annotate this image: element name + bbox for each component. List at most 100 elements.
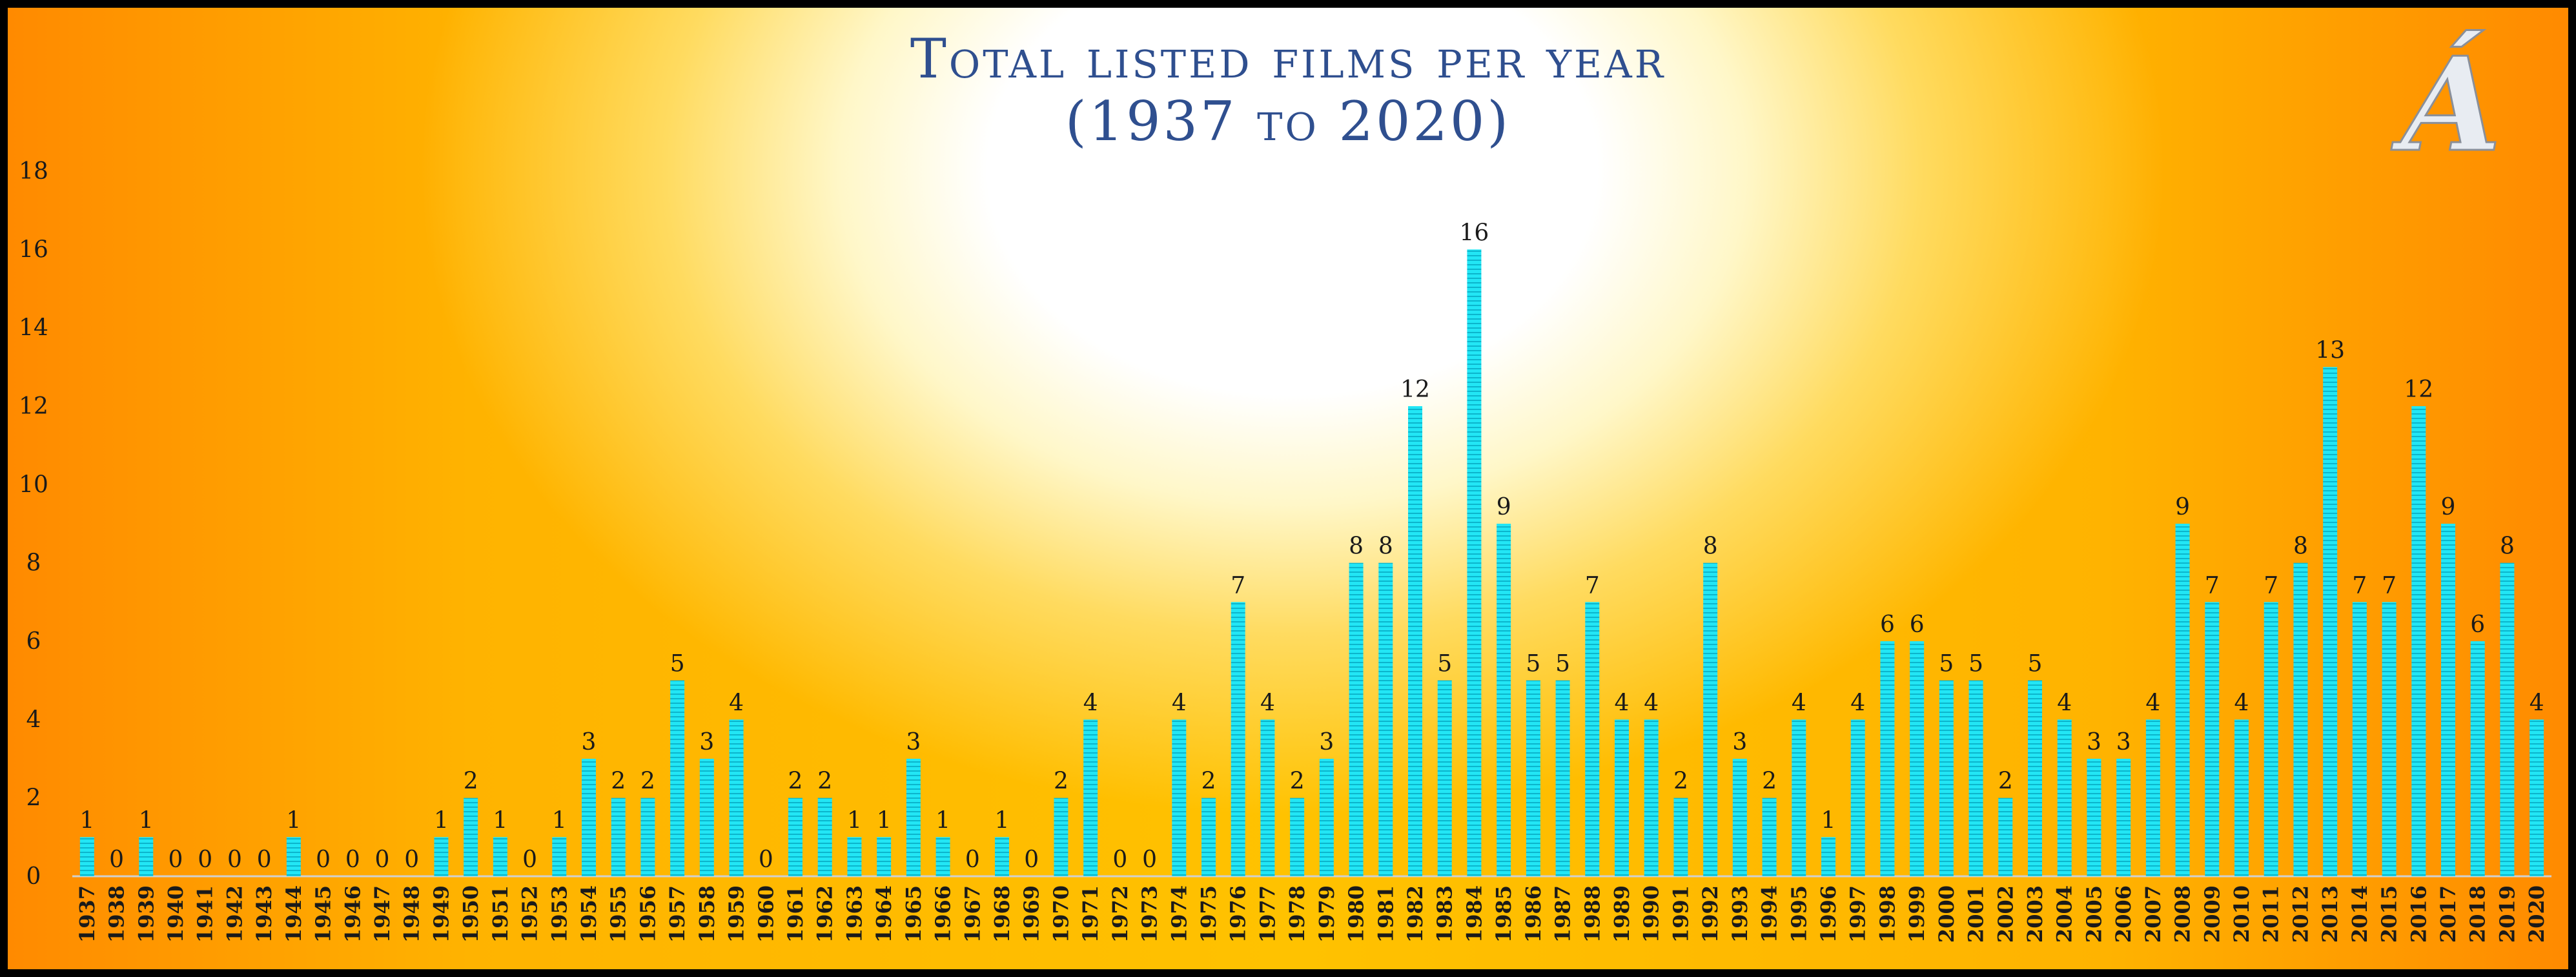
bar — [1526, 680, 1540, 876]
bar — [2323, 367, 2338, 876]
data-label: 4 — [2530, 690, 2544, 716]
data-label: 4 — [729, 690, 744, 716]
bar — [817, 797, 832, 876]
data-label: 1 — [434, 807, 449, 834]
x-tick-label: 1960 — [753, 885, 778, 943]
x-tick-label: 1976 — [1226, 885, 1251, 943]
x-tick-label: 1958 — [695, 885, 719, 943]
data-label: 0 — [227, 847, 242, 873]
data-label: 3 — [906, 729, 921, 756]
x-tick-label: 1951 — [488, 885, 513, 943]
bar — [493, 837, 507, 876]
x-tick-label: 1966 — [931, 885, 956, 943]
bar — [699, 759, 714, 876]
bar — [1762, 797, 1777, 876]
bar — [1555, 680, 1570, 876]
data-label: 5 — [1968, 651, 1983, 677]
bar — [1201, 797, 1216, 876]
x-tick-label: 2016 — [2406, 885, 2431, 943]
x-tick-label: 1973 — [1138, 885, 1162, 943]
bar — [847, 837, 862, 876]
data-label: 6 — [2470, 612, 2485, 638]
x-tick-label: 1994 — [1757, 885, 1782, 943]
bar — [906, 759, 921, 876]
x-tick-label: 1964 — [872, 885, 896, 943]
data-label: 4 — [1615, 690, 1630, 716]
data-label: 0 — [375, 847, 390, 873]
data-label: 1 — [935, 807, 950, 834]
data-label: 13 — [2315, 337, 2345, 364]
bar — [464, 797, 478, 876]
bar — [995, 837, 1009, 876]
bar — [1083, 719, 1098, 876]
data-label: 1 — [493, 807, 507, 834]
x-tick-label: 1996 — [1816, 885, 1841, 943]
data-label: 3 — [2116, 729, 2131, 756]
bar — [582, 759, 596, 876]
x-tick-label: 2006 — [2111, 885, 2136, 943]
x-tick-label: 1978 — [1285, 885, 1309, 943]
x-tick-label: 2007 — [2141, 885, 2165, 943]
bar — [2145, 719, 2160, 876]
data-label: 4 — [2145, 690, 2160, 716]
data-label: 3 — [699, 729, 714, 756]
x-tick-label: 1942 — [222, 885, 247, 943]
data-label: 8 — [2293, 533, 2308, 560]
data-label: 2 — [1201, 768, 1216, 795]
bar — [1408, 406, 1422, 876]
x-tick-label: 2012 — [2288, 885, 2313, 943]
x-tick-label: 2010 — [2229, 885, 2254, 943]
x-tick-label: 1975 — [1196, 885, 1221, 943]
data-label: 2 — [1290, 768, 1305, 795]
x-tick-label: 1954 — [577, 885, 601, 943]
bar — [2411, 406, 2426, 876]
data-label: 8 — [1378, 533, 1393, 560]
x-tick-label: 1970 — [1048, 885, 1073, 943]
x-tick-label: 2018 — [2466, 885, 2490, 943]
x-tick-label: 1939 — [134, 885, 158, 943]
bar — [1172, 719, 1187, 876]
x-tick-label: 1968 — [990, 885, 1014, 943]
x-tick-label: 1981 — [1373, 885, 1398, 943]
x-tick-label: 1987 — [1551, 885, 1575, 943]
x-tick-label: 2013 — [2318, 885, 2342, 943]
x-tick-label: 2002 — [1993, 885, 2018, 943]
x-tick-label: 2019 — [2495, 885, 2519, 943]
x-tick-label: 1969 — [1019, 885, 1044, 943]
bar — [1260, 719, 1275, 876]
data-label: 0 — [109, 847, 124, 873]
x-tick-label: 1993 — [1728, 885, 1752, 943]
bar — [1497, 524, 1511, 876]
data-label: 2 — [817, 768, 832, 795]
data-label: 3 — [2087, 729, 2101, 756]
y-tick-label: 16 — [19, 236, 48, 263]
data-label: 5 — [2028, 651, 2043, 677]
data-label: 3 — [1732, 729, 1747, 756]
data-label: 4 — [1260, 690, 1275, 716]
chart-title-line1: Total listed films per year — [910, 27, 1666, 90]
data-label: 4 — [2057, 690, 2072, 716]
x-tick-label: 1944 — [281, 885, 306, 943]
data-label: 2 — [1054, 768, 1068, 795]
x-tick-label: 2009 — [2200, 885, 2224, 943]
x-tick-label: 1983 — [1433, 885, 1457, 943]
data-label: 1 — [139, 807, 154, 834]
bar — [434, 837, 449, 876]
bar — [877, 837, 892, 876]
bar — [1467, 249, 1482, 876]
x-tick-label: 1985 — [1491, 885, 1516, 943]
data-label: 1 — [1821, 807, 1836, 834]
data-label: 3 — [582, 729, 597, 756]
data-label: 0 — [1142, 847, 1157, 873]
data-label: 7 — [1231, 572, 1245, 599]
x-tick-label: 2011 — [2259, 885, 2284, 943]
bar — [1880, 641, 1895, 876]
x-tick-label: 1992 — [1698, 885, 1722, 943]
bar — [286, 837, 301, 876]
data-label: 2 — [464, 768, 478, 795]
bar — [788, 797, 802, 876]
data-label: 12 — [1400, 376, 1430, 403]
x-axis: 1937 1938 1939 1940 1941 1942 1943 1944 1945 1946… — [75, 885, 2549, 943]
x-tick-label: 1972 — [1108, 885, 1132, 943]
